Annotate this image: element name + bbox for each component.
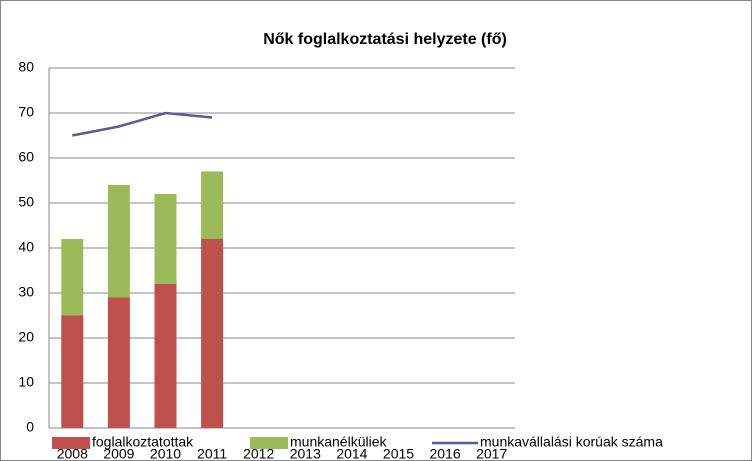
x-tick-label: 2012: [243, 446, 274, 461]
legend-label: foglalkoztatottak: [92, 434, 194, 450]
x-tick-label: 2017: [476, 446, 507, 461]
bar: [154, 194, 177, 284]
legend-swatch: [52, 437, 90, 449]
y-tick-label: 60: [18, 149, 34, 165]
y-tick-label: 70: [18, 104, 34, 120]
y-tick-label: 40: [18, 239, 34, 255]
bar: [61, 315, 84, 428]
x-tick-label: 2015: [383, 446, 414, 461]
x-tick-label: 2008: [57, 446, 88, 461]
bar: [154, 284, 177, 428]
y-tick-label: 80: [18, 59, 34, 75]
y-tick-label: 20: [18, 329, 34, 345]
x-tick-label: 2011: [197, 446, 227, 461]
bar: [107, 297, 130, 428]
bar: [201, 171, 224, 239]
bar: [61, 239, 84, 316]
y-tick-label: 30: [18, 284, 34, 300]
y-tick-label: 50: [18, 194, 34, 210]
legend-swatch: [250, 437, 288, 449]
x-tick-label: 2013: [290, 446, 321, 461]
line: [72, 111, 213, 137]
y-tick-label: 10: [18, 374, 34, 390]
x-tick-label: 2009: [103, 446, 134, 461]
bar: [107, 185, 130, 298]
x-tick-label: 2010: [150, 446, 181, 461]
bar: [201, 239, 224, 428]
x-tick-label: 2016: [430, 446, 461, 461]
x-tick-label: 2014: [336, 446, 367, 461]
legend-label: munkavállalási korúak száma: [480, 434, 663, 450]
y-tick-label: 0: [26, 419, 34, 435]
legend-label: munkanélküliek: [290, 434, 387, 450]
chart-title: Nők foglalkoztatási helyzete (fő): [263, 31, 507, 48]
